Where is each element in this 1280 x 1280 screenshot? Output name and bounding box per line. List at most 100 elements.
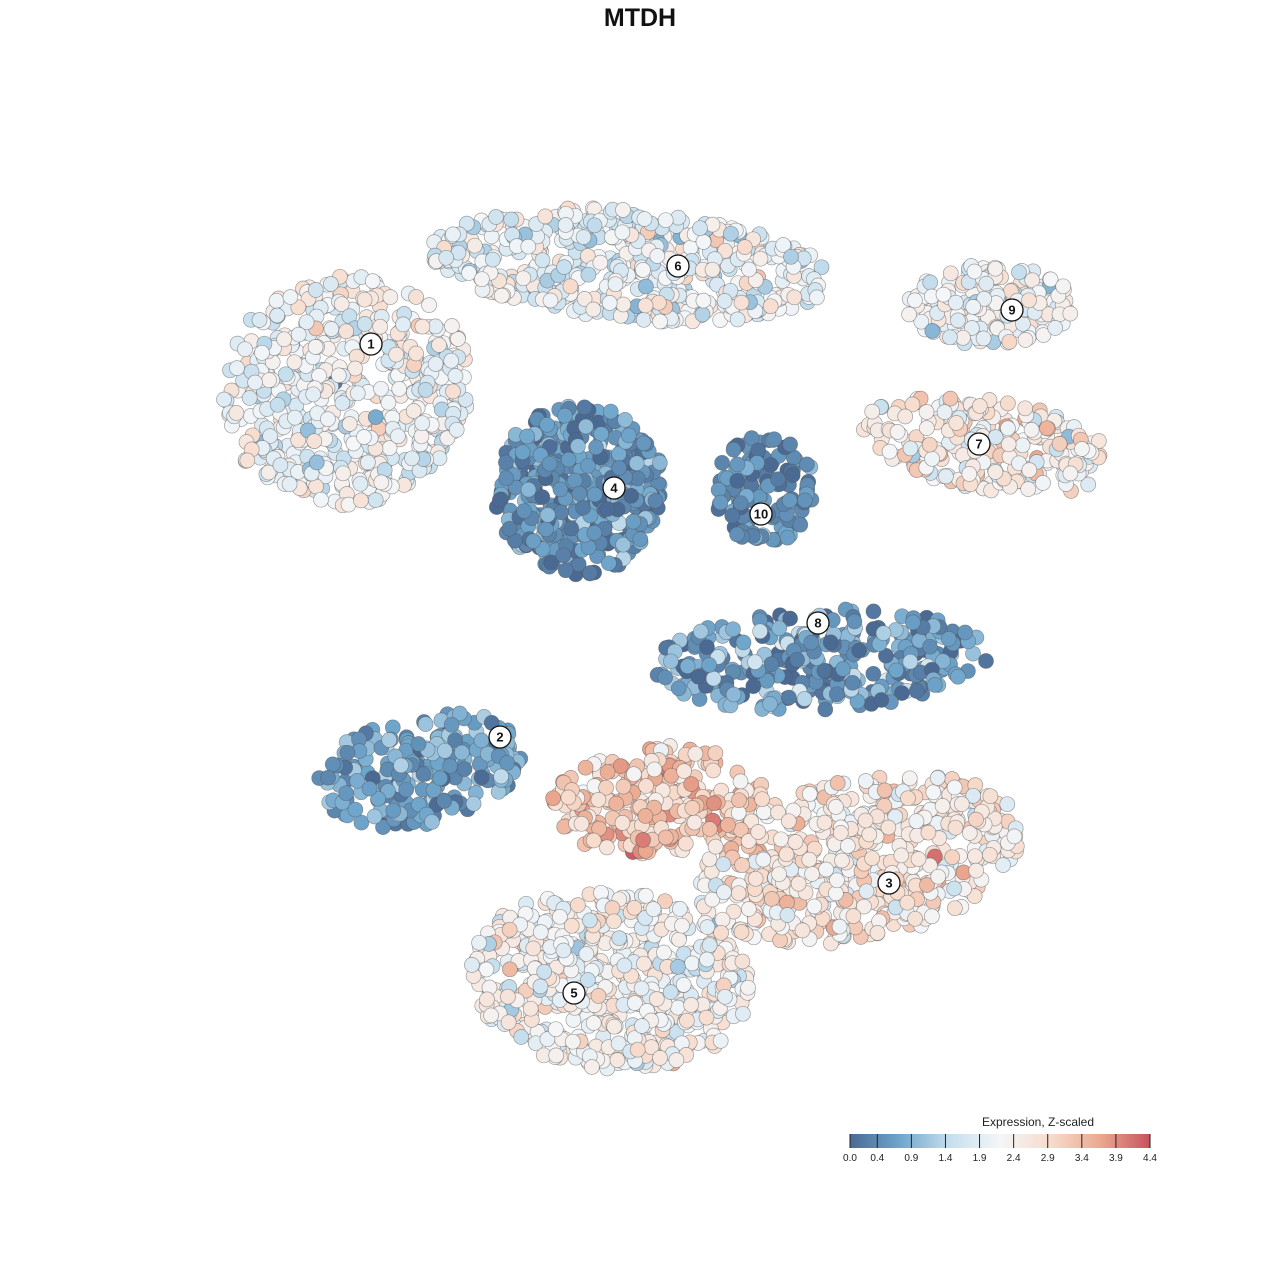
cell-point	[948, 415, 965, 431]
cell-point	[538, 521, 554, 538]
cluster-label-text: 10	[754, 507, 768, 522]
cell-point	[864, 850, 880, 867]
cell-point	[865, 665, 882, 682]
cell-point	[501, 520, 518, 537]
cell-point	[987, 260, 1004, 277]
cell-point	[976, 290, 993, 307]
cell-point	[408, 345, 424, 362]
cell-point	[657, 893, 673, 910]
cell-point	[934, 798, 951, 814]
cell-point	[410, 736, 427, 752]
cell-point	[723, 225, 739, 242]
cell-point	[537, 208, 554, 225]
cell-point	[694, 306, 711, 323]
cell-point	[735, 1005, 751, 1022]
cell-point	[621, 427, 637, 444]
cell-point	[873, 692, 890, 708]
cell-point	[586, 217, 603, 234]
cell-point	[525, 533, 542, 549]
cell-point	[816, 663, 833, 679]
cell-point	[679, 658, 696, 675]
cell-point	[775, 237, 792, 253]
cell-point	[536, 963, 553, 980]
cell-point	[705, 670, 722, 687]
cell-point	[478, 961, 495, 978]
cell-point	[543, 554, 560, 571]
legend-ticks: 0.0 0.4 0.9 1.4 1.9 2.4 2.9 3.4 3.9 4.4	[843, 1134, 1157, 1164]
cell-point	[454, 744, 470, 761]
cell-point	[281, 476, 298, 493]
cell-point	[360, 454, 376, 471]
cell-point	[649, 248, 666, 264]
cell-point	[845, 908, 862, 924]
cell-point	[398, 781, 415, 798]
cell-point	[648, 991, 665, 1007]
cell-point	[771, 620, 788, 637]
cell-point	[900, 790, 916, 807]
cell-point	[1062, 465, 1079, 482]
cell-point	[790, 875, 807, 892]
cell-point	[635, 832, 651, 848]
cell-point	[514, 444, 531, 461]
cell-point	[835, 661, 851, 677]
cell-point	[864, 403, 881, 420]
cell-point	[599, 764, 616, 780]
cell-point	[635, 262, 651, 278]
cell-point	[806, 898, 823, 915]
cell-point	[431, 450, 448, 467]
cell-point	[623, 487, 640, 504]
cell-point	[803, 634, 820, 651]
cell-point	[695, 292, 712, 309]
cell-point	[607, 276, 624, 293]
cell-point	[1000, 395, 1016, 412]
cell-point	[929, 770, 946, 786]
cell-point	[555, 942, 572, 959]
cell-point	[734, 953, 751, 970]
cell-point	[652, 454, 668, 471]
cell-point	[799, 456, 815, 473]
cell-point	[1000, 436, 1017, 453]
cluster-label-badge	[749, 502, 773, 526]
cell-point	[269, 396, 286, 413]
cell-point	[747, 870, 764, 887]
cell-point	[608, 795, 625, 812]
cluster-label-badge	[488, 725, 512, 749]
cell-point	[729, 456, 746, 473]
cell-point	[498, 454, 514, 471]
cell-point	[334, 395, 351, 411]
cell-point	[783, 248, 799, 265]
cell-point	[625, 513, 642, 530]
cell-point	[432, 770, 449, 787]
cluster-label-badge	[1000, 298, 1024, 322]
cell-point	[349, 385, 366, 402]
cluster-label-badge	[806, 611, 830, 635]
cell-point	[588, 439, 604, 456]
cell-point	[869, 925, 886, 941]
cell-point	[1017, 332, 1034, 348]
cell-point	[670, 680, 687, 697]
cell-point	[919, 877, 935, 893]
cell-point	[522, 1000, 539, 1017]
legend-tick-label: 0.4	[870, 1153, 884, 1164]
cell-point	[938, 468, 954, 485]
cell-point	[724, 507, 741, 524]
cell-point	[1047, 320, 1064, 336]
cell-point	[946, 779, 963, 796]
cell-point	[699, 951, 715, 968]
color-legend: 0.0 0.4 0.9 1.4 1.9 2.4 2.9 3.4 3.9 4.4	[843, 1134, 1157, 1164]
cell-point	[239, 452, 256, 469]
cell-point	[547, 1021, 564, 1038]
cell-point	[498, 470, 515, 487]
cell-point	[347, 360, 364, 377]
cell-point	[646, 761, 663, 778]
cell-point	[415, 766, 432, 782]
cell-point	[636, 955, 652, 972]
cell-point	[626, 899, 643, 916]
cell-point	[466, 237, 483, 254]
cell-point	[687, 745, 704, 762]
cell-point	[575, 499, 591, 516]
cell-point	[1024, 272, 1041, 289]
cell-point	[675, 976, 692, 993]
cell-point	[876, 782, 893, 799]
cluster-label-4: 4	[602, 476, 626, 500]
